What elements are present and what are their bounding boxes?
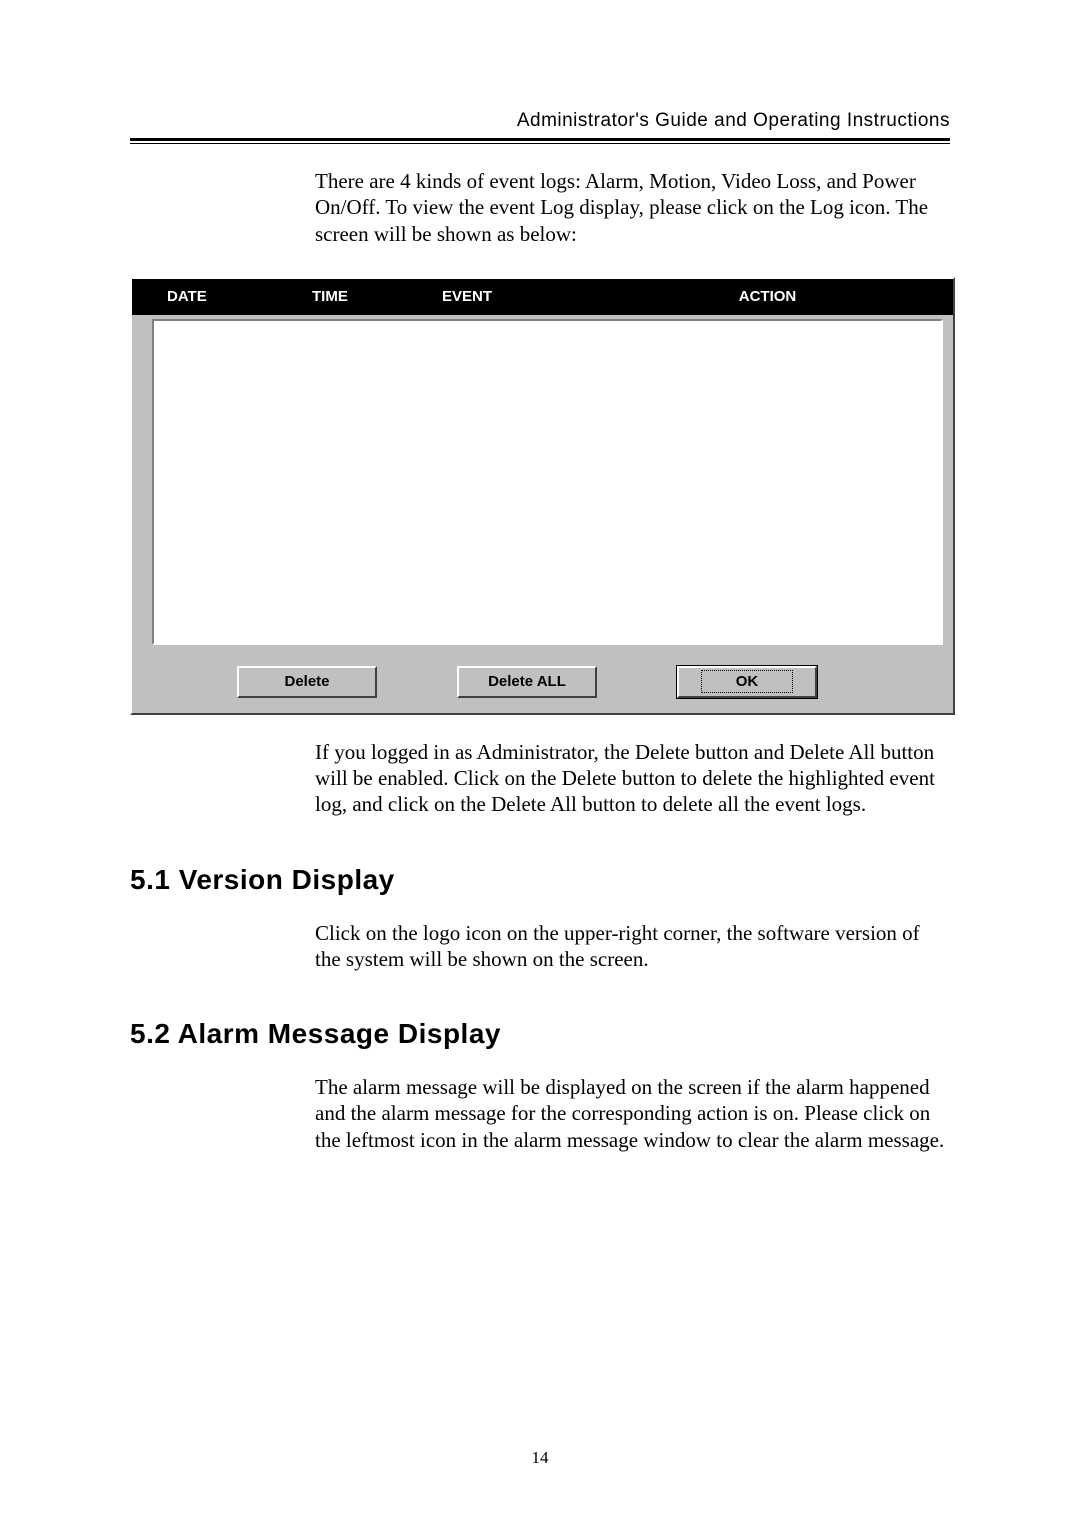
event-log-footer: Delete Delete ALL OK: [132, 651, 953, 713]
delete-button[interactable]: Delete: [237, 666, 377, 698]
page-header-title: Administrator's Guide and Operating Inst…: [130, 110, 950, 132]
delete-button-label: Delete: [284, 673, 329, 690]
col-header-action: ACTION: [672, 288, 953, 305]
section-5-2-paragraph: The alarm message will be displayed on t…: [315, 1074, 950, 1153]
page-number: 14: [0, 1448, 1080, 1468]
after-ui-paragraph: If you logged in as Administrator, the D…: [315, 739, 950, 818]
delete-all-button-label: Delete ALL: [488, 673, 566, 690]
event-log-header: DATE TIME EVENT ACTION: [132, 279, 953, 315]
event-log-list[interactable]: [152, 319, 943, 645]
rule-thick: [130, 138, 950, 141]
section-5-2-title: 5.2 Alarm Message Display: [130, 1018, 950, 1050]
ok-button-label: OK: [701, 670, 794, 693]
col-header-date: DATE: [132, 288, 312, 305]
ok-button[interactable]: OK: [677, 666, 817, 698]
col-header-time: TIME: [312, 288, 442, 305]
event-log-dialog: DATE TIME EVENT ACTION Delete Delete ALL…: [130, 277, 955, 715]
intro-paragraph: There are 4 kinds of event logs: Alarm, …: [315, 168, 950, 247]
section-5-1-paragraph: Click on the logo icon on the upper-righ…: [315, 920, 950, 973]
delete-all-button[interactable]: Delete ALL: [457, 666, 597, 698]
section-5-1-title: 5.1 Version Display: [130, 864, 950, 896]
rule-thin: [130, 143, 950, 144]
col-header-event: EVENT: [442, 288, 672, 305]
